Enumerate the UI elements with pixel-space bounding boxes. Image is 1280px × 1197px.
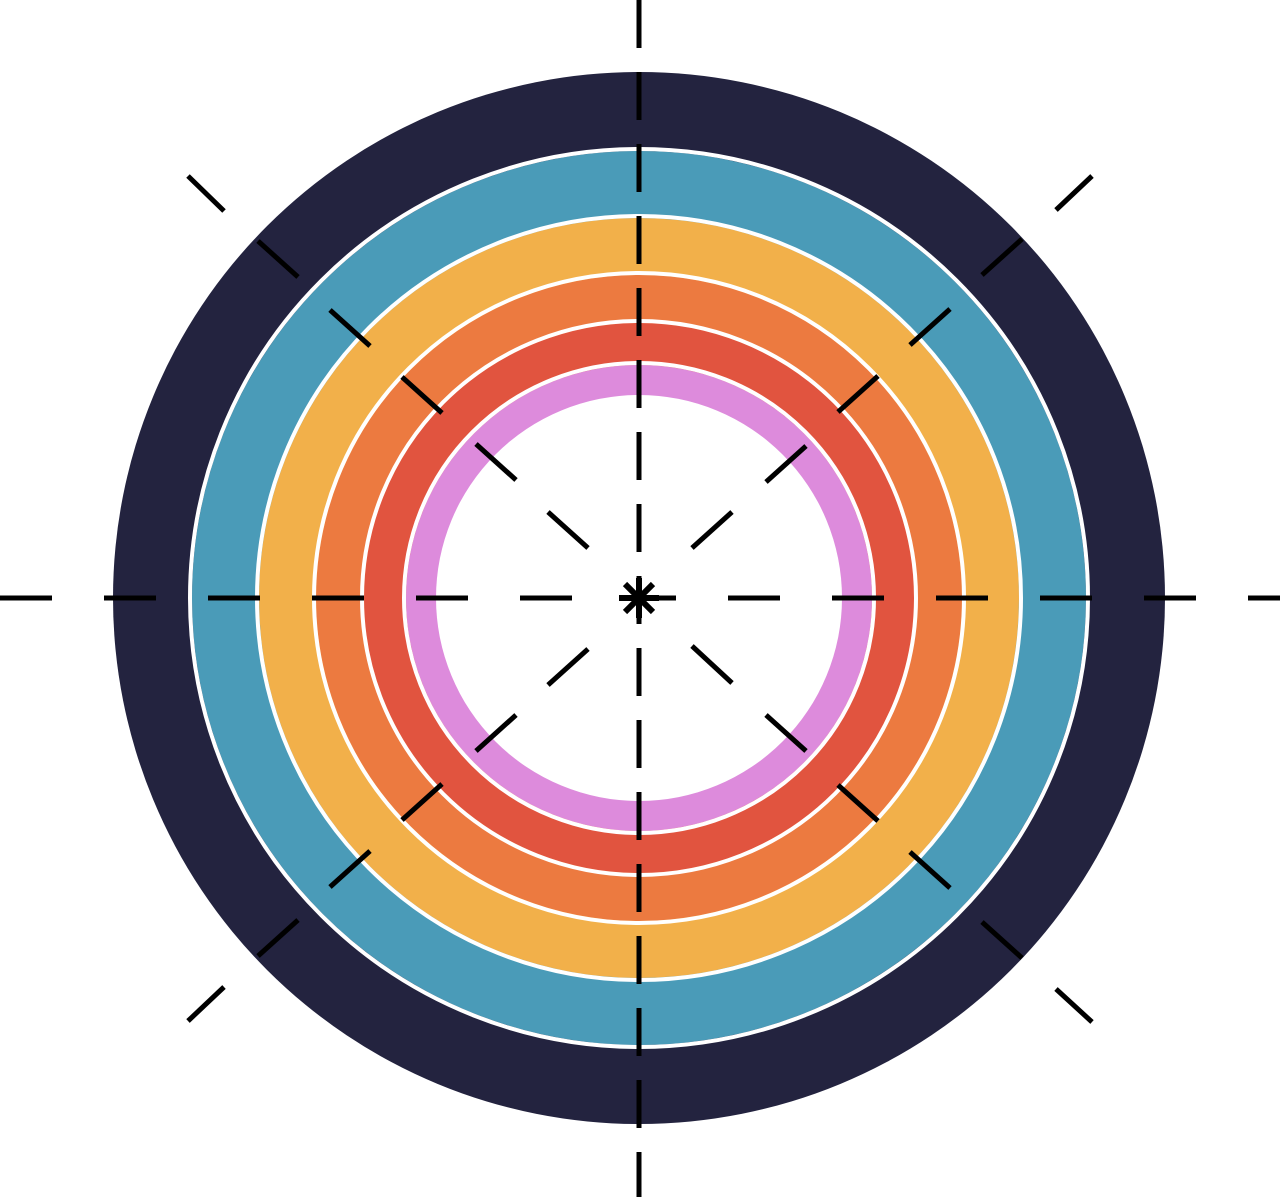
crosshair-diagonal-dash bbox=[908, 307, 952, 347]
crosshair-diagonal-dash bbox=[836, 783, 880, 823]
crosshair-diagonal-dash bbox=[980, 920, 1024, 960]
crosshair-diagonal-dash bbox=[1054, 987, 1094, 1024]
crosshair-diagonal-dash bbox=[186, 985, 226, 1023]
crosshair-diagonal-dash bbox=[764, 713, 808, 753]
crosshair-diagonal-dash bbox=[256, 239, 300, 279]
center-mark bbox=[619, 578, 659, 618]
crosshair-diagonal-dash bbox=[328, 308, 372, 348]
crosshair-diagonal-dash bbox=[400, 375, 444, 415]
crosshair-diagonal-dash bbox=[474, 713, 518, 753]
crosshair-diagonal-dash bbox=[764, 444, 808, 484]
crosshair-diagonal-dash bbox=[186, 174, 226, 213]
crosshair-diagonal-dash bbox=[980, 237, 1024, 277]
crosshair-diagonal-dash bbox=[546, 510, 590, 550]
crosshair-diagonal-dash bbox=[400, 782, 444, 822]
crosshair-diagonal-dash bbox=[256, 918, 300, 958]
crosshair-diagonal-dash bbox=[690, 510, 734, 550]
crosshair-diagonal-dash bbox=[328, 849, 372, 889]
crosshair-diagonal-dash bbox=[836, 374, 880, 414]
crosshair-diagonal-dash bbox=[908, 850, 952, 890]
crosshair-diagonal-dash bbox=[690, 644, 734, 685]
crosshair-diagonal-dash bbox=[1054, 174, 1094, 212]
crosshair-diagonal-dash bbox=[474, 442, 518, 482]
crosshair-diagonal-dash bbox=[546, 647, 590, 687]
asterisk-icon bbox=[622, 581, 656, 615]
